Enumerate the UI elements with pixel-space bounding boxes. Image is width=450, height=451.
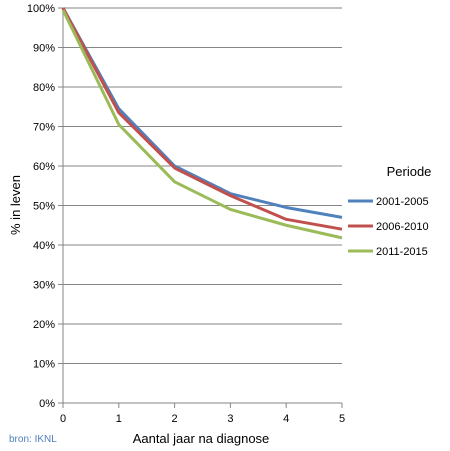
legend-label: 2006-2010 bbox=[376, 221, 429, 233]
y-tick-label: 80% bbox=[33, 82, 55, 94]
y-tick-label: 10% bbox=[33, 359, 55, 371]
x-axis-title: Aantal jaar na diagnose bbox=[133, 431, 270, 446]
x-tick-label: 5 bbox=[339, 413, 345, 425]
y-axis-ticks: 0% 10% 20% 30% 40% 50% 60% 70% 80% 90% 100% bbox=[27, 3, 63, 410]
series-line-2011-2015 bbox=[61, 9, 343, 240]
series-lines bbox=[61, 7, 343, 240]
y-tick-label: 20% bbox=[33, 319, 55, 331]
y-tick-label: 50% bbox=[33, 201, 55, 213]
x-axis-ticks: 0 1 2 3 4 5 bbox=[60, 403, 345, 425]
x-tick-label: 2 bbox=[172, 413, 178, 425]
source-note: bron: IKNL bbox=[9, 434, 57, 445]
y-tick-label: 60% bbox=[33, 161, 55, 173]
x-tick-label: 1 bbox=[116, 413, 122, 425]
y-tick-label: 40% bbox=[33, 240, 55, 252]
x-tick-label: 3 bbox=[227, 413, 233, 425]
legend: Periode 2001-2005 2006-2010 2011-2015 bbox=[348, 164, 431, 258]
legend-label: 2001-2005 bbox=[376, 196, 429, 208]
series-line-2006-2010 bbox=[61, 7, 343, 231]
legend-title: Periode bbox=[387, 164, 432, 179]
gridlines bbox=[63, 7, 342, 364]
y-tick-label: 70% bbox=[33, 122, 55, 134]
y-tick-label: 100% bbox=[27, 3, 55, 15]
y-tick-label: 30% bbox=[33, 280, 55, 292]
x-tick-label: 4 bbox=[283, 413, 289, 425]
x-tick-label: 0 bbox=[60, 413, 66, 425]
y-axis-title: % in leven bbox=[8, 175, 23, 235]
y-tick-label: 90% bbox=[33, 43, 55, 55]
series-line-2001-2005 bbox=[61, 7, 343, 219]
legend-label: 2011-2015 bbox=[376, 246, 428, 258]
y-tick-label: 0% bbox=[39, 398, 55, 410]
